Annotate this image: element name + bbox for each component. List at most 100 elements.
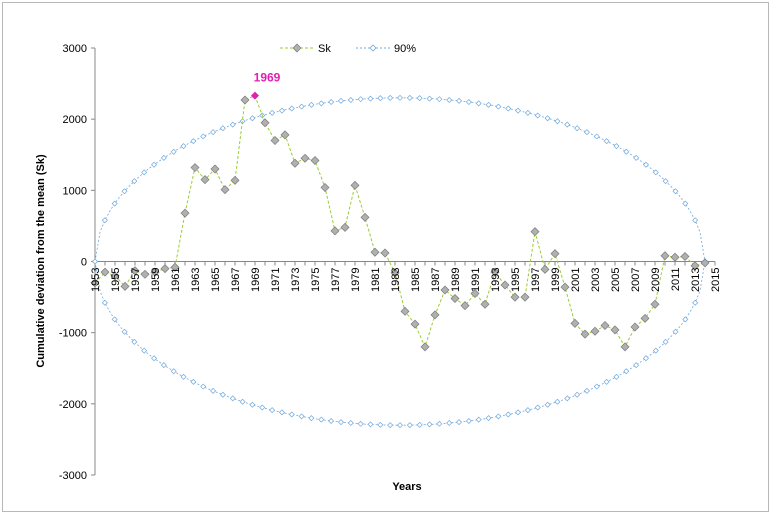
sk-peak-point [251, 91, 259, 100]
envelope-point [347, 96, 354, 103]
envelope-point [357, 96, 364, 103]
envelope-point [544, 115, 551, 122]
x-tick-label: 1981 [370, 268, 382, 292]
sk-point [170, 262, 180, 272]
sk-point [620, 342, 630, 352]
envelope-point [337, 419, 344, 426]
sk-point [450, 294, 460, 304]
envelope-point [249, 401, 256, 408]
envelope-point [219, 391, 226, 398]
envelope-point [662, 178, 669, 185]
envelope-point [298, 103, 305, 110]
sk-point [300, 153, 310, 163]
envelope-point [406, 94, 413, 101]
x-tick-label: 1999 [550, 268, 562, 292]
envelope-point [692, 299, 699, 306]
x-tick-label: 1965 [210, 268, 222, 292]
series-90-percent-envelope [92, 94, 708, 429]
envelope-point [367, 95, 374, 102]
envelope-point [416, 421, 423, 428]
sk-point [360, 212, 370, 222]
envelope-point [583, 129, 590, 136]
x-tick-label: 1959 [150, 268, 162, 292]
envelope-point [593, 383, 600, 390]
x-tick-label: 1953 [90, 268, 102, 292]
legend-marker-90 [369, 44, 377, 52]
envelope-point [229, 121, 236, 128]
sk-point [530, 227, 540, 237]
x-tick-label: 1977 [330, 268, 342, 292]
envelope-point [101, 299, 108, 306]
sk-point [340, 222, 350, 232]
sk-point [390, 268, 400, 278]
sk-point [640, 313, 650, 323]
x-tick-label: 1991 [470, 268, 482, 292]
x-tick-label: 1963 [190, 268, 202, 292]
envelope-point [534, 112, 541, 119]
envelope-point [328, 417, 335, 424]
envelope-point [239, 398, 246, 405]
envelope-point [111, 316, 118, 323]
axes [91, 47, 716, 476]
sk-point [510, 292, 520, 302]
x-tick-label: 1957 [130, 268, 142, 292]
envelope-point [554, 398, 561, 405]
x-tick-label: 1979 [350, 268, 362, 292]
envelope-point [682, 200, 689, 207]
envelope-point [269, 109, 276, 116]
envelope-point [377, 95, 384, 102]
sk-point [580, 329, 590, 339]
envelope-point [160, 362, 167, 369]
envelope-point [465, 417, 472, 424]
envelope-point [633, 362, 640, 369]
envelope-point [662, 338, 669, 345]
envelope-point [210, 387, 217, 394]
envelope-point [642, 161, 649, 168]
sk-point [590, 326, 600, 336]
envelope-point [593, 133, 600, 140]
envelope-point [308, 101, 315, 108]
sk-point [430, 310, 440, 320]
envelope-point [151, 355, 158, 362]
sk-point [190, 163, 200, 173]
envelope-point [121, 188, 128, 195]
sk-point [350, 180, 360, 190]
envelope-point [465, 99, 472, 106]
envelope-point [642, 355, 649, 362]
x-tick-label: 1989 [450, 268, 462, 292]
envelope-point [141, 169, 148, 176]
envelope-point [249, 115, 256, 122]
y-tick-label: 1000 [63, 185, 87, 197]
envelope-point [278, 107, 285, 114]
x-tick-label: 1955 [110, 268, 122, 292]
y-tick-label: 2000 [63, 114, 87, 126]
sk-point [270, 136, 280, 146]
envelope-point [180, 373, 187, 380]
x-tick-label: 1983 [390, 268, 402, 292]
envelope-point [190, 138, 197, 145]
x-tick-label: 2007 [630, 268, 642, 292]
envelope-point [387, 422, 394, 429]
sk-point [100, 267, 110, 277]
sk-point [120, 281, 130, 291]
sk-point [310, 155, 320, 165]
sk-line [94, 95, 706, 349]
envelope-point [318, 100, 325, 107]
x-tick-label: 1961 [170, 268, 182, 292]
envelope-point [387, 94, 394, 101]
x-axis-label: Years [392, 481, 421, 493]
sk-point [570, 318, 580, 328]
envelope-point [288, 411, 295, 418]
envelope-point [397, 94, 403, 101]
x-tick-label: 2005 [610, 268, 622, 292]
sk-point [290, 158, 300, 168]
envelope-point [534, 404, 541, 411]
envelope-point [436, 420, 443, 427]
sk-point [600, 321, 610, 331]
envelope-point [623, 148, 630, 155]
envelope-point [475, 100, 482, 107]
envelope-point [92, 258, 98, 265]
sk-point [630, 322, 640, 332]
envelope-point [583, 387, 590, 394]
